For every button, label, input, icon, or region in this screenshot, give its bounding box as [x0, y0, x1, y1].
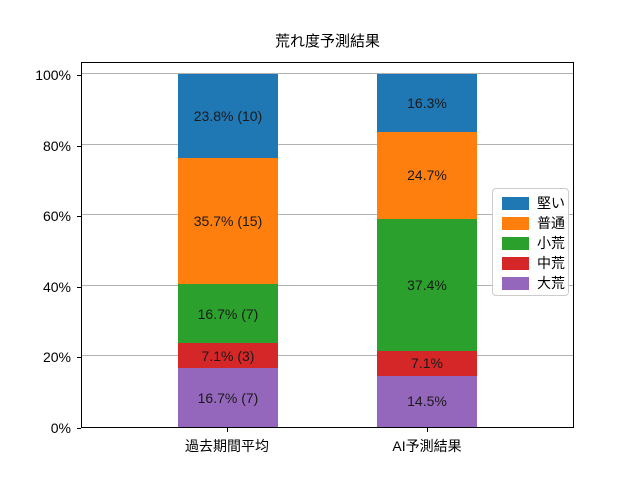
bar-segment: 16.7% (7) [178, 284, 278, 343]
bar-segment-label: 7.1% [411, 355, 443, 372]
legend-entry: 大荒 [502, 273, 568, 293]
bar-segment-label: 14.5% [407, 393, 447, 410]
bar-segment: 14.5% [377, 375, 477, 427]
x-tick-label: AI予測結果 [392, 438, 462, 454]
stacked-bar: 16.7% (7) 7.1% (3) 16.7% (7) 35.7% (15) 23.8… [178, 74, 278, 427]
bar-segment: 16.3% [377, 74, 477, 132]
legend-entry: 普通 [502, 213, 568, 233]
bar-segment: 16.7% (7) [178, 368, 278, 427]
legend-label: 大荒 [537, 275, 565, 291]
legend-swatch [502, 256, 529, 270]
bar-segment: 37.4% [377, 218, 477, 351]
gridline [82, 214, 573, 216]
bar-segment: 23.8% (10) [178, 74, 278, 159]
y-tick-label: 40% [42, 278, 71, 295]
legend-entry: 小荒 [502, 233, 568, 253]
bar-segment: 7.1% [377, 350, 477, 376]
legend-swatch [502, 276, 529, 290]
gridline [82, 355, 573, 357]
legend: 堅い普通小荒中荒大荒 [492, 188, 569, 296]
x-tick-label: 過去期間平均 [185, 438, 269, 454]
y-tick-mark [77, 357, 81, 359]
y-tick-label: 0% [50, 420, 71, 436]
gridline [82, 73, 573, 74]
gridline [82, 284, 573, 286]
chart-title: 荒れ度予測結果 [274, 33, 380, 50]
stacked-bar: 14.5% 7.1% 37.4% 24.7% 16.3% [377, 74, 477, 427]
legend-label: 堅い [537, 195, 565, 211]
y-tick-mark [77, 216, 81, 218]
bar-segment-label: 16.3% [407, 94, 447, 111]
y-tick-label: 60% [42, 208, 71, 225]
y-tick-mark [77, 428, 81, 429]
x-tick-mark [427, 428, 428, 432]
bar-segment-label: 16.7% (7) [197, 305, 259, 322]
bar-segment: 7.1% (3) [178, 343, 278, 369]
legend-entry: 堅い [502, 193, 568, 213]
y-tick-label: 20% [42, 349, 71, 366]
plot-inner: 16.7% (7) 7.1% (3) 16.7% (7) 35.7% (15) 23.8… [82, 63, 573, 427]
bar-segment-label: 23.8% (10) [193, 108, 263, 125]
y-tick-mark [77, 75, 81, 76]
legend-swatch [502, 196, 529, 210]
plot-area: 16.7% (7) 7.1% (3) 16.7% (7) 35.7% (15) 23.8… [81, 62, 574, 428]
bar-segment-label: 37.4% [407, 276, 447, 293]
y-tick-mark [77, 145, 81, 147]
bar-segment-label: 7.1% (3) [201, 347, 255, 364]
legend-entry: 中荒 [502, 253, 568, 273]
y-tick-label: 80% [42, 137, 71, 154]
y-tick-mark [77, 286, 81, 288]
x-tick-mark [227, 428, 228, 432]
bar-segment-label: 24.7% [407, 167, 447, 184]
gridline [82, 143, 573, 145]
legend-label: 小荒 [537, 235, 565, 251]
y-tick-label: 100% [35, 67, 71, 83]
bar-segment: 35.7% (15) [178, 158, 278, 285]
legend-swatch [502, 236, 529, 250]
legend-label: 中荒 [537, 255, 565, 271]
legend-swatch [502, 216, 529, 230]
bar-segment-label: 35.7% (15) [193, 213, 263, 230]
bar-segment-label: 16.7% (7) [197, 389, 259, 406]
legend-label: 普通 [537, 215, 565, 231]
bar-segment: 24.7% [377, 131, 477, 219]
